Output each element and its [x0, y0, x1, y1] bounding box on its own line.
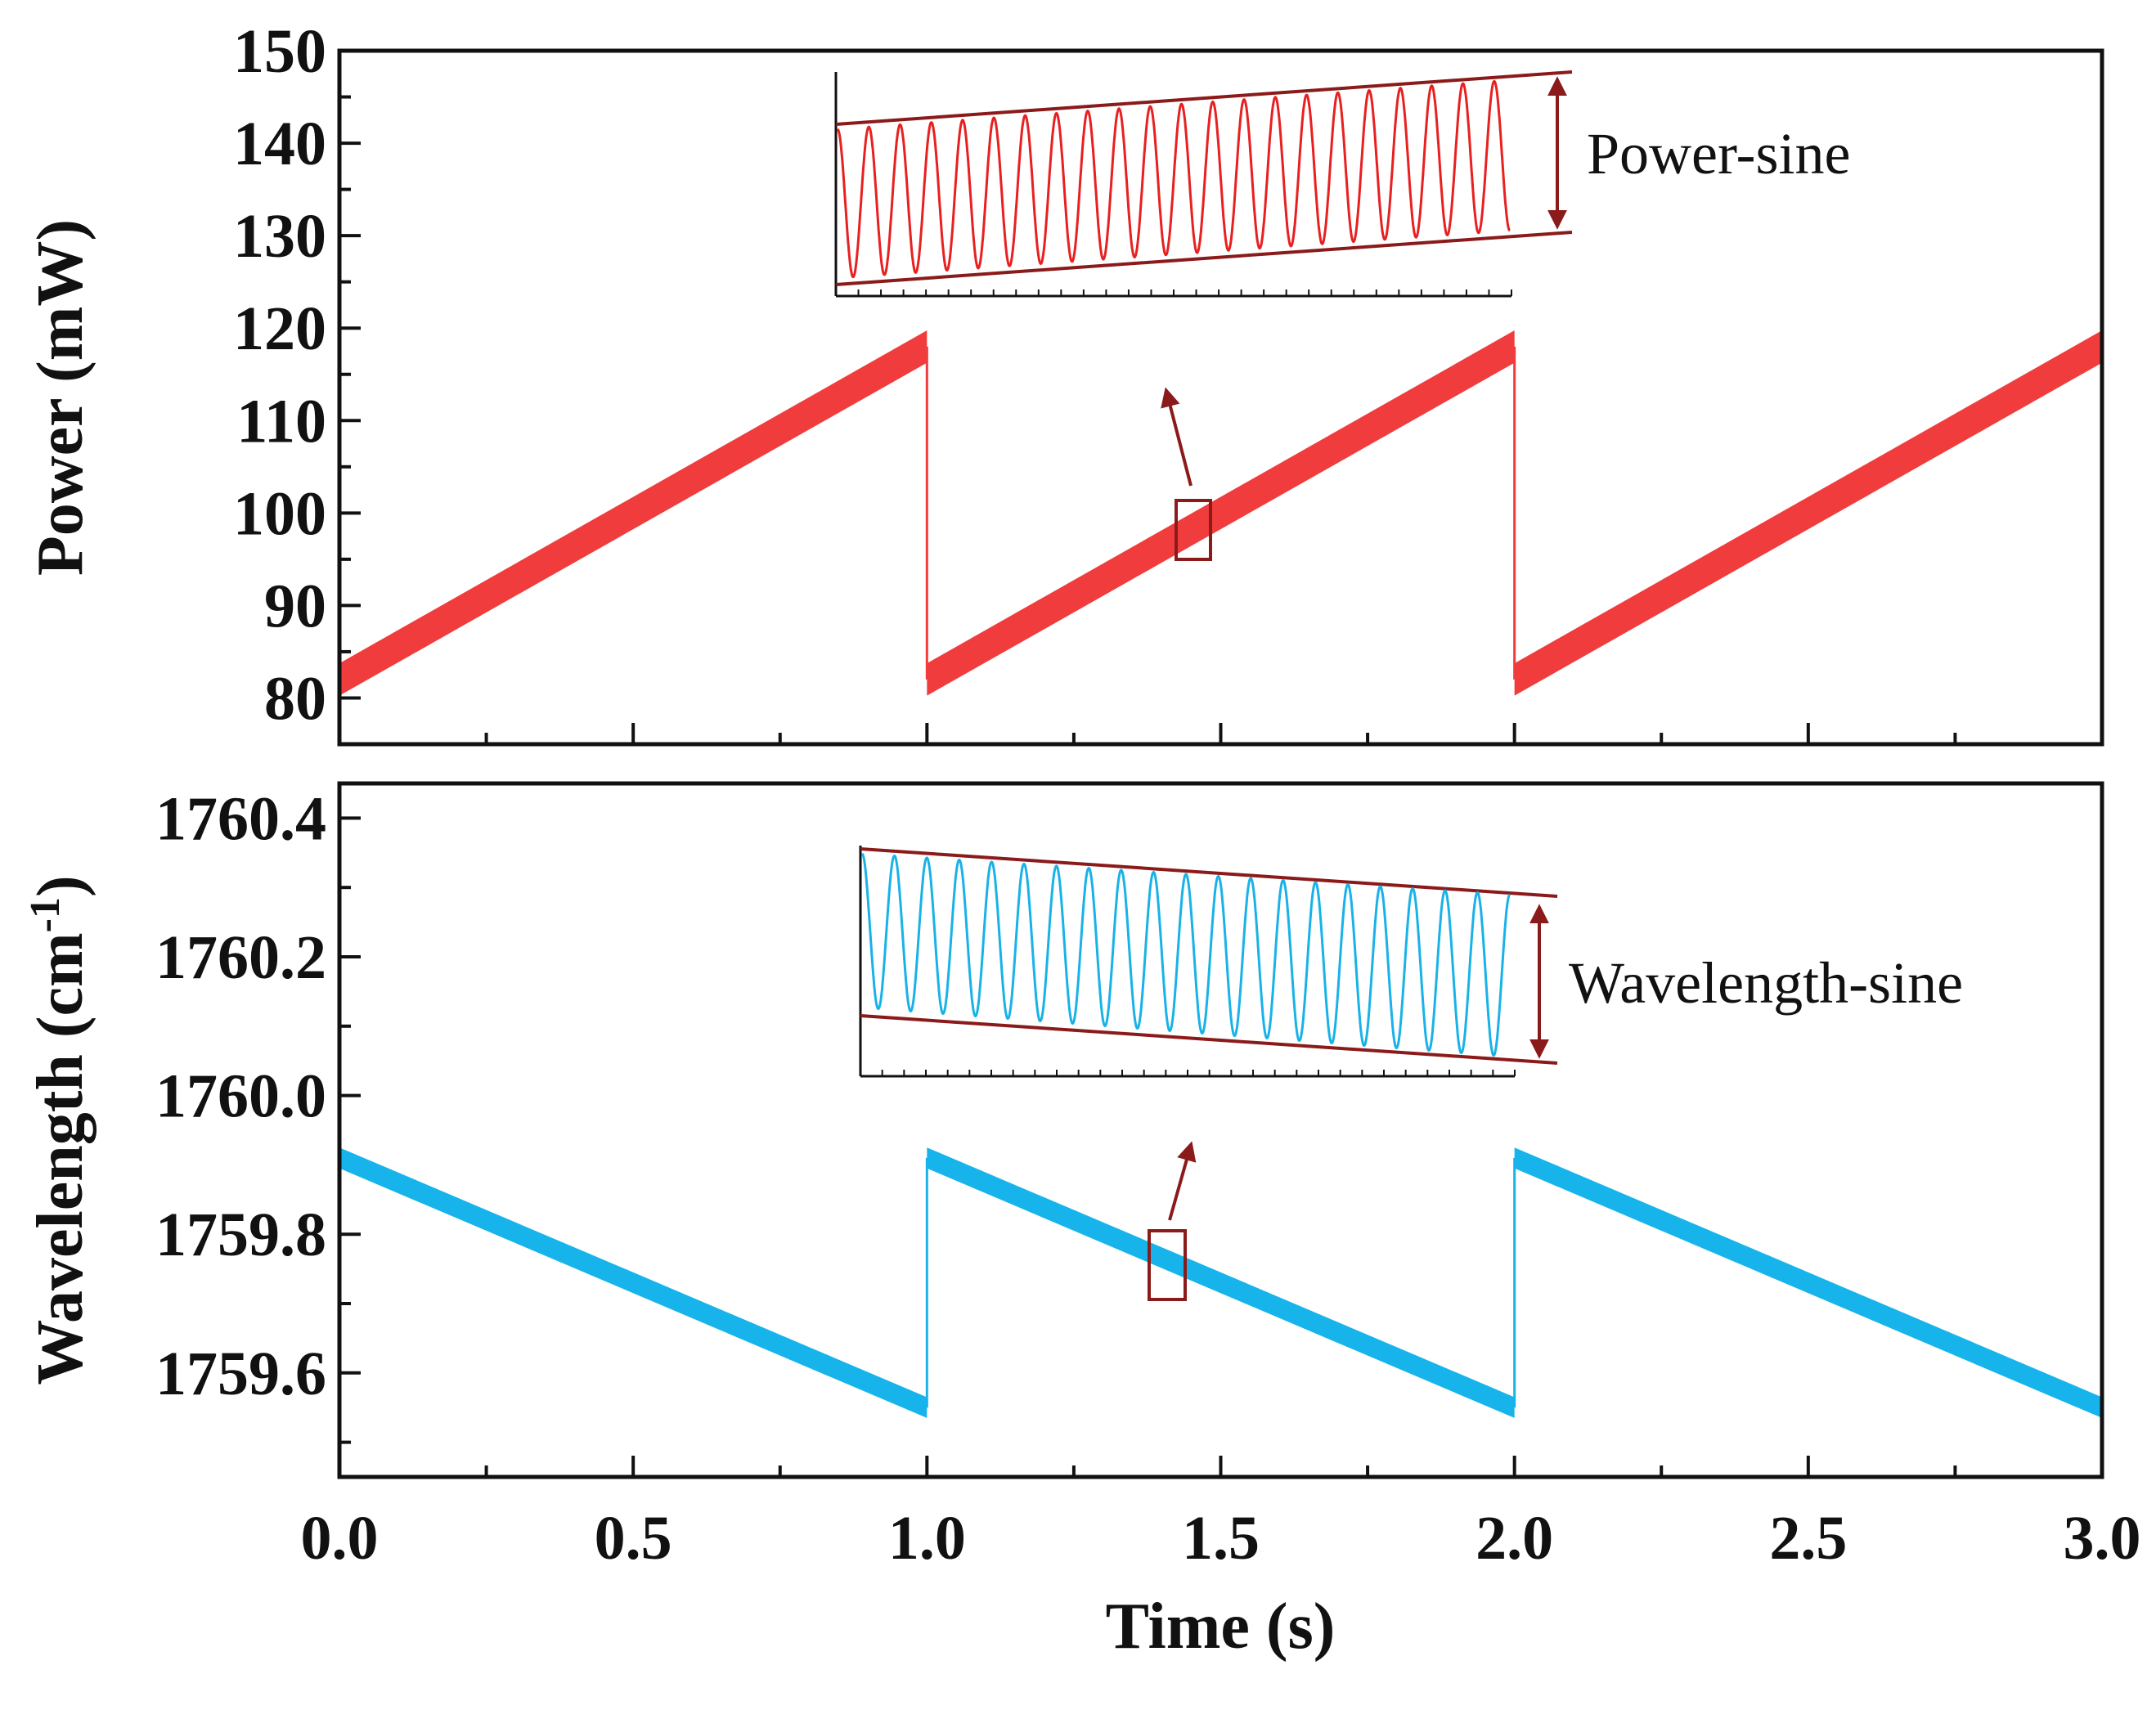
- wavelength-y-tick-label: 1760.2: [155, 923, 326, 992]
- wavelength-inset: Wavelength-sine: [859, 846, 1963, 1078]
- wavelength-zoom-arrow: [1168, 1141, 1197, 1221]
- x-tick-labels: 0.0 0.5 1.0 1.5 2.0 2.5 3.0: [301, 1504, 2141, 1573]
- power-inset-lower-envelope: [835, 231, 1573, 286]
- power-y-tick-label: 120: [233, 294, 326, 363]
- x-tick-label: 1.5: [1182, 1504, 1260, 1573]
- wavelength-inset-label: Wavelength-sine: [1569, 950, 1963, 1016]
- wavelength-plot-frame: [337, 781, 2104, 1479]
- x-tick-label: 0.0: [301, 1504, 379, 1573]
- power-inset: Power-sine: [834, 70, 1851, 298]
- power-series: [339, 330, 2102, 696]
- x-tick-label: 2.0: [1476, 1504, 1553, 1573]
- power-y-tick-labels: 80 90 100 110 120 130 140 150: [233, 17, 326, 733]
- power-y-tick-label: 150: [233, 17, 326, 86]
- power-inset-sine: [837, 79, 1511, 279]
- power-zoom-box: [1175, 499, 1212, 561]
- power-y-ticks: [339, 49, 361, 746]
- power-ramp-segment: [339, 330, 928, 696]
- wavelength-y-ticks: [339, 816, 361, 1444]
- wavelength-x-ticks: [338, 1456, 2104, 1477]
- x-axis-title: Time (s): [1106, 1591, 1336, 1663]
- power-y-tick-label: 80: [264, 664, 326, 733]
- x-tick-label: 2.5: [1769, 1504, 1847, 1573]
- power-panel: 80 90 100 110 120 130 140 150 Power (mW) Power-…: [25, 17, 2104, 747]
- power-inset-label: Power-sine: [1587, 121, 1851, 186]
- power-y-tick-label: 100: [233, 479, 326, 548]
- wavelength-series: [339, 1147, 2102, 1418]
- wavelength-y-tick-label: 1760.0: [155, 1062, 326, 1131]
- wavelength-inset-lower-envelope: [860, 1014, 1558, 1065]
- power-y-tick-label: 130: [233, 202, 326, 271]
- wavelength-ramp-segment: [1514, 1147, 2102, 1418]
- power-y-axis-title: Power (mW): [25, 219, 97, 576]
- wavelength-y-tick-label: 1760.4: [155, 784, 326, 853]
- x-tick-label: 0.5: [595, 1504, 672, 1573]
- power-x-ticks: [338, 723, 2104, 744]
- power-y-tick-label: 110: [236, 387, 326, 456]
- wavelength-zoom-box: [1148, 1229, 1187, 1301]
- x-tick-label: 1.0: [888, 1504, 966, 1573]
- power-inset-ticks: [835, 289, 1512, 296]
- wavelength-y-tick-labels: 1759.6 1759.8 1760.0 1760.2 1760.4: [155, 784, 326, 1407]
- wavelength-y-tick-label: 1759.6: [155, 1340, 326, 1408]
- wavelength-panel: 1759.6 1759.8 1760.0 1760.2 1760.4 0.0 0.5 1.0…: [22, 781, 2141, 1573]
- power-y-tick-label: 90: [264, 572, 326, 640]
- x-tick-label: 3.0: [2064, 1504, 2141, 1573]
- wavelength-y-tick-label: 1759.8: [155, 1201, 326, 1269]
- wavelength-inset-upper-envelope: [860, 847, 1558, 898]
- power-zoom-arrow: [1161, 387, 1193, 487]
- power-inset-upper-envelope: [835, 70, 1573, 126]
- wavelength-y-axis-title: Wavelength (cm-1): [22, 875, 97, 1385]
- wavelength-ramp-segment: [339, 1147, 928, 1418]
- power-ramp-segment: [927, 330, 1515, 696]
- power-ramp-segment: [1514, 330, 2102, 696]
- power-y-tick-label: 140: [233, 110, 326, 178]
- wavelength-ramp-segment: [927, 1147, 1515, 1418]
- wavelength-inset-ticks: [860, 1070, 1516, 1076]
- wavelength-inset-sine: [861, 852, 1511, 1057]
- power-plot-frame: [337, 48, 2104, 747]
